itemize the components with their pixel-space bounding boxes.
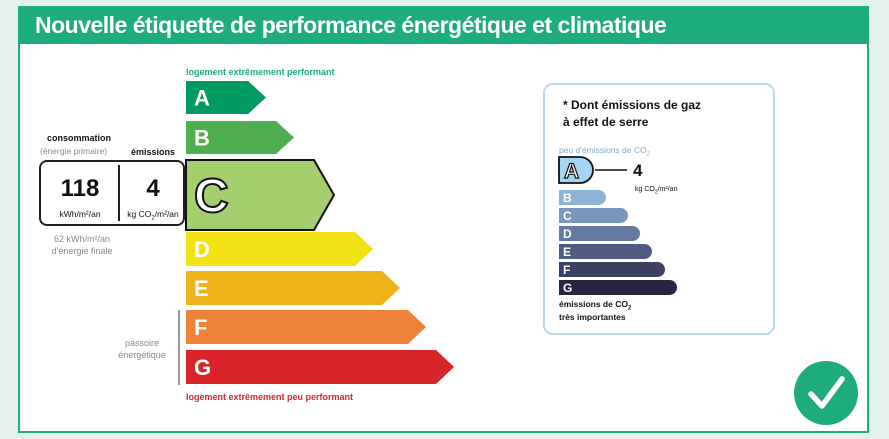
- consommation-sub: (énergie primaire): [40, 146, 108, 156]
- ghg-bottom-label-line2: très importantes: [559, 312, 626, 322]
- ghg-class-b-bar: [559, 190, 606, 205]
- energy-class-b-letter: B: [194, 126, 210, 151]
- passoire-line2: énergétique: [118, 350, 166, 360]
- ghg-class-f-letter: F: [563, 263, 570, 277]
- ghg-top-label: peu d'émissions de CO2: [559, 145, 650, 158]
- energy-class-f-bar: [186, 310, 426, 344]
- title-bar: Nouvelle étiquette de performance énergé…: [18, 6, 869, 44]
- energy-class-f-letter: F: [194, 315, 207, 340]
- consommation-unit: kWh/m²/an: [59, 209, 101, 219]
- energy-class-c-letter: C: [194, 170, 229, 223]
- ghg-class-g-letter: G: [563, 281, 572, 295]
- values-box: 118 kWh/m²/an 4 kg CO2/m²/an: [39, 160, 185, 226]
- top-caption: logement extrêmement performant: [186, 67, 335, 77]
- consommation-label: consommation: [47, 133, 112, 143]
- energy-class-d-letter: D: [194, 237, 210, 262]
- ghg-title-line1: * Dont émissions de gaz: [563, 98, 702, 112]
- checkmark-icon: [808, 376, 845, 409]
- page-title: Nouvelle étiquette de performance énergé…: [35, 12, 667, 38]
- emissions-unit: kg CO2/m²/an: [127, 209, 179, 222]
- emissions-label: émissions: [131, 147, 176, 157]
- ghg-class-e-letter: E: [563, 245, 571, 259]
- ghg-class-e-bar: [559, 244, 652, 259]
- ghg-class-d-bar: [559, 226, 640, 241]
- ghg-class-c-letter: C: [563, 209, 572, 223]
- energy-class-a-letter: A: [194, 86, 210, 111]
- energy-class-g-bar: [186, 350, 454, 384]
- passoire-line1: passoire: [124, 338, 160, 348]
- bottom-caption: logement extrêmement peu performant: [186, 392, 354, 402]
- energy-class-e-letter: E: [194, 276, 209, 301]
- energy-class-e-bar: [186, 271, 400, 305]
- values-divider: [118, 165, 120, 221]
- ghg-title-line2: à effet de serre: [563, 115, 649, 129]
- ghg-class-g-bar: [559, 280, 677, 295]
- final-energy-line1: 62 kWh/m²/an: [53, 234, 111, 244]
- ghg-class-a-bar: [558, 156, 594, 184]
- energy-class-d-bar: [186, 232, 373, 266]
- emissions-value: 4: [146, 175, 160, 202]
- checkmark-badge: [794, 361, 858, 425]
- ghg-class-f-bar: [559, 262, 666, 277]
- energy-class-g-letter: G: [194, 355, 211, 380]
- ghg-bottom-label-line1: émissions de CO2: [559, 299, 632, 312]
- ghg-title: * Dont émissions de gaz à effet de serre: [563, 97, 701, 131]
- ghg-unit: kg CO2/m²/an: [635, 186, 678, 196]
- ghg-class-b-letter: B: [563, 191, 572, 205]
- ghg-class-a-letter: A: [564, 160, 579, 183]
- passoire-bracket: [178, 310, 180, 385]
- energy-class-a-bar: [186, 81, 266, 114]
- energy-class-c-bar: [185, 159, 336, 231]
- energy-class-b-bar: [186, 121, 294, 154]
- ghg-class-d-letter: D: [563, 227, 572, 241]
- consommation-value: 118: [60, 175, 100, 202]
- ghg-class-c-bar: [559, 208, 628, 223]
- final-energy-line2: d'énergie finale: [51, 246, 113, 256]
- ghg-value: 4: [633, 161, 643, 180]
